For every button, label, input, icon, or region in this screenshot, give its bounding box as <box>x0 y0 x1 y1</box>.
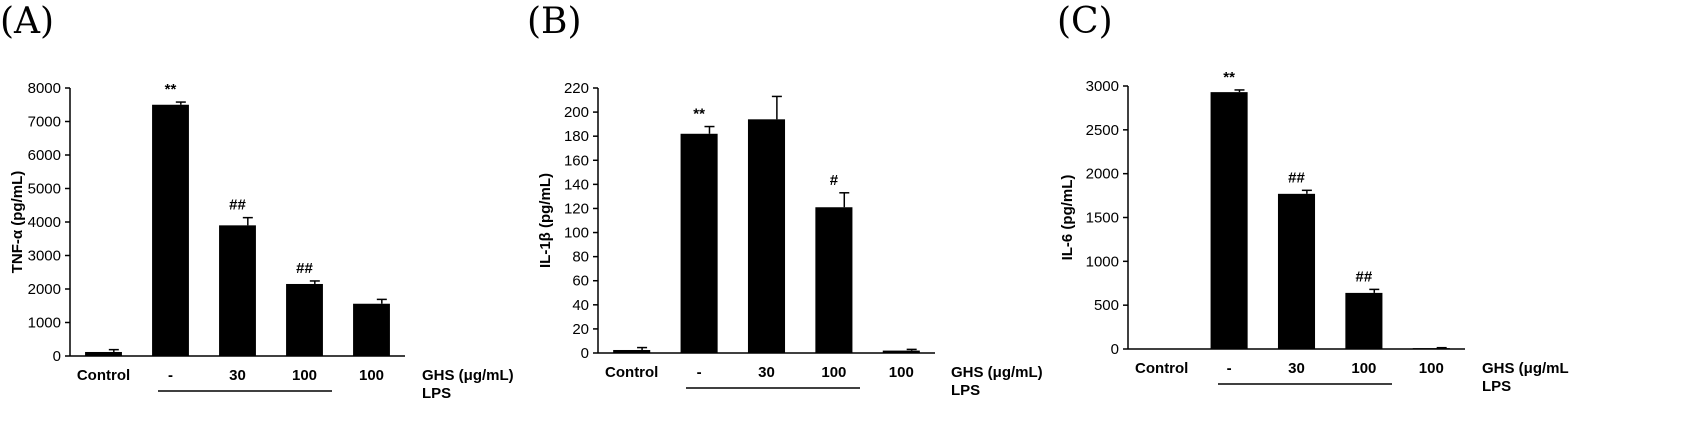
significance-label: ** <box>693 106 705 123</box>
y-tick-label: 5000 <box>28 181 61 198</box>
y-tick-label: 0 <box>581 345 589 362</box>
significance-label: # <box>830 172 839 189</box>
treatment-label: GHS (μg/mL) <box>951 364 1043 381</box>
y-tick-label: 7000 <box>28 114 61 131</box>
y-tick-label: 8000 <box>28 80 61 97</box>
panel-label: (A) <box>0 1 54 42</box>
x-tick-label: - <box>168 367 173 384</box>
group-label: LPS <box>951 382 980 399</box>
y-tick-label: 2500 <box>1086 122 1119 139</box>
bar <box>1210 92 1248 350</box>
x-tick-label: 30 <box>1288 360 1305 377</box>
significance-label: ## <box>1356 268 1373 285</box>
bar <box>1277 193 1316 349</box>
x-tick-label: Control <box>77 367 130 384</box>
bar <box>747 119 786 354</box>
y-tick-label: 2000 <box>1086 166 1119 183</box>
y-tick-label: 1500 <box>1086 210 1119 227</box>
bar <box>152 104 189 356</box>
y-tick-label: 3000 <box>28 248 61 265</box>
chart-panel-1: (A) TNF-α (pg/mL) 0 1000 2000 3000 4000 5000 600… <box>0 1 514 402</box>
bar <box>1412 348 1450 349</box>
group-label: LPS <box>1482 378 1511 395</box>
y-tick-label: 1000 <box>1086 253 1119 270</box>
treatment-label: GHS (μg/mL) <box>422 367 514 384</box>
y-tick-label: 6000 <box>28 147 61 164</box>
bar <box>353 303 390 356</box>
y-tick-label: 40 <box>572 297 589 314</box>
y-tick-label: 220 <box>564 80 589 97</box>
y-tick-label: 160 <box>564 152 589 169</box>
x-tick-label: - <box>1227 360 1232 377</box>
y-tick-label: 100 <box>564 225 589 242</box>
significance-label: ## <box>296 260 313 277</box>
bar <box>85 351 122 356</box>
x-tick-label: 100 <box>1351 360 1376 377</box>
panel-label: (C) <box>1057 1 1113 42</box>
panel-label: (B) <box>527 1 582 42</box>
y-tick-label: 20 <box>572 321 589 338</box>
y-tick-label: 120 <box>564 200 589 217</box>
y-tick-label: 0 <box>53 348 61 365</box>
bar <box>286 283 323 356</box>
significance-label: ## <box>1288 169 1305 186</box>
x-tick-label: 100 <box>359 367 384 384</box>
x-tick-label: - <box>697 364 702 381</box>
y-tick-label: 60 <box>572 273 589 290</box>
x-tick-label: 100 <box>821 364 846 381</box>
y-tick-label: 1000 <box>28 315 61 332</box>
bar <box>219 225 256 356</box>
y-tick-label: 140 <box>564 176 589 193</box>
significance-label: ** <box>165 81 177 98</box>
treatment-label: GHS (μg/mL <box>1482 360 1569 377</box>
bar <box>613 349 651 353</box>
x-tick-label: 100 <box>292 367 317 384</box>
significance-label: ** <box>1223 69 1235 86</box>
y-axis-label: IL-1β (pg/mL) <box>537 173 554 268</box>
bar <box>1345 292 1383 349</box>
y-tick-label: 500 <box>1094 297 1119 314</box>
y-axis-label: TNF-α (pg/mL) <box>9 171 26 274</box>
x-tick-label: 100 <box>889 364 914 381</box>
bar <box>680 133 718 353</box>
y-tick-label: 3000 <box>1086 78 1119 95</box>
x-tick-label: 30 <box>758 364 775 381</box>
y-tick-label: 0 <box>1111 341 1119 358</box>
y-tick-label: 180 <box>564 128 589 145</box>
significance-label: ## <box>229 197 246 214</box>
x-tick-label: Control <box>605 364 658 381</box>
x-tick-label: 100 <box>1419 360 1444 377</box>
bar <box>882 350 920 353</box>
chart-panel-3: (C) IL-6 (pg/mL) 0 500 1000 1500 2000 2500 3000 C… <box>1057 1 1569 395</box>
y-tick-label: 200 <box>564 104 589 121</box>
chart-panel-2: (B) IL-1β (pg/mL) 0 20 40 60 80 100 120 140 160 180… <box>527 1 1043 399</box>
x-tick-label: Control <box>1135 360 1188 377</box>
y-tick-label: 2000 <box>28 281 61 298</box>
bar <box>815 207 853 353</box>
y-tick-label: 80 <box>572 249 589 266</box>
x-tick-label: 30 <box>229 367 246 384</box>
y-tick-label: 4000 <box>28 214 61 231</box>
group-label: LPS <box>422 385 451 402</box>
y-axis-label: IL-6 (pg/mL) <box>1059 175 1076 261</box>
